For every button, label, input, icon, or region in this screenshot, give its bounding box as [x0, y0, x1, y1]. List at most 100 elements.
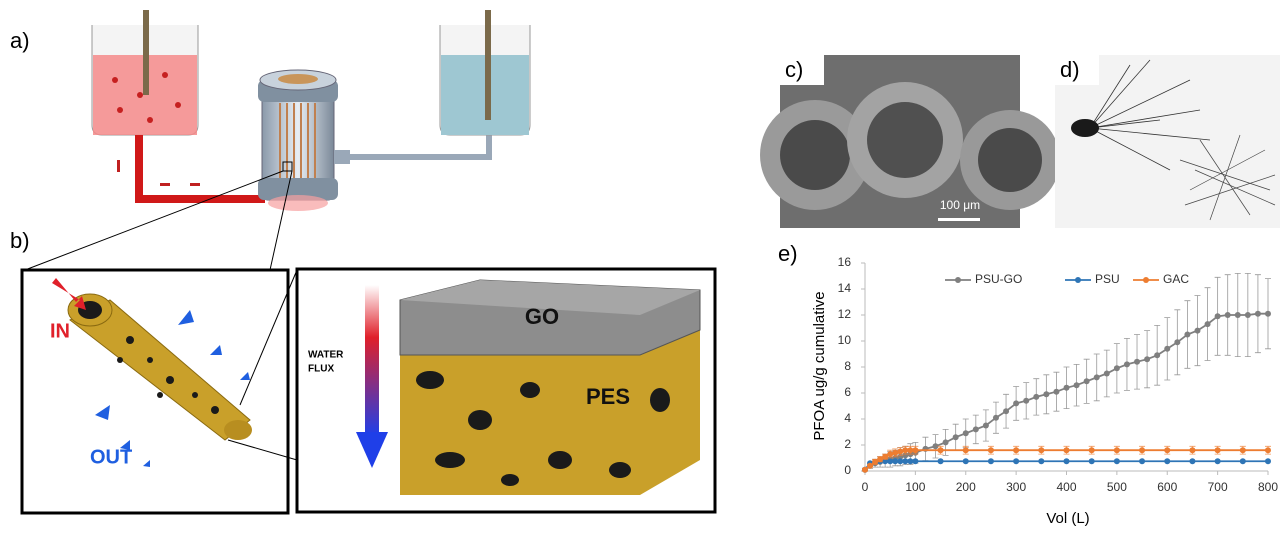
scale-bar-label: 100 μm [940, 198, 980, 212]
marker [953, 434, 959, 440]
marker [963, 430, 969, 436]
legend-label: PSU [1095, 272, 1120, 286]
panel-label: d) [1060, 57, 1080, 82]
marker [983, 423, 989, 429]
marker [1089, 458, 1095, 464]
marker [1033, 394, 1039, 400]
y-tick-label: 16 [838, 255, 852, 269]
go-label: GO [525, 304, 559, 329]
figure: a) b) IN OUT [0, 0, 1282, 530]
marker [912, 458, 918, 464]
marker [1134, 359, 1140, 365]
x-tick-label: 200 [956, 480, 976, 494]
marker [1164, 346, 1170, 352]
x-tick-label: 400 [1056, 480, 1076, 494]
reactor-schematic [25, 10, 530, 270]
marker [938, 447, 944, 453]
marker [973, 426, 979, 432]
marker [1114, 447, 1120, 453]
marker [1003, 408, 1009, 414]
fiber-box [22, 270, 288, 513]
marker [862, 467, 868, 473]
marker [1139, 458, 1145, 464]
in-label: IN [50, 320, 70, 342]
marker [1245, 312, 1251, 318]
y-tick-label: 0 [844, 463, 851, 477]
panel-label: a) [10, 28, 30, 53]
marker [1144, 356, 1150, 362]
x-tick-label: 500 [1107, 480, 1127, 494]
marker [1225, 312, 1231, 318]
y-tick-label: 10 [838, 333, 852, 347]
marker [1013, 400, 1019, 406]
marker [993, 415, 999, 421]
x-tick-label: 300 [1006, 480, 1026, 494]
marker [1205, 321, 1211, 327]
legend-label: GAC [1163, 272, 1189, 286]
y-tick-label: 4 [844, 411, 851, 425]
marker [1114, 365, 1120, 371]
marker [1053, 389, 1059, 395]
marker [1139, 447, 1145, 453]
legend-marker [1143, 277, 1149, 283]
marker [1013, 458, 1019, 464]
panel-label: c) [785, 57, 803, 82]
marker [1265, 458, 1271, 464]
marker [1265, 311, 1271, 317]
marker [892, 450, 898, 456]
legend-marker [1075, 277, 1081, 283]
chart: Vol (L) PFOA ug/g cumulative 02468101214… [811, 255, 1278, 527]
marker [1215, 447, 1221, 453]
marker [1164, 458, 1170, 464]
out-label: OUT [90, 446, 132, 468]
marker [867, 463, 873, 469]
marker [1104, 371, 1110, 377]
marker [988, 458, 994, 464]
marker [1114, 458, 1120, 464]
marker [1255, 311, 1261, 317]
marker [1064, 458, 1070, 464]
marker [1124, 361, 1130, 367]
marker [988, 447, 994, 453]
flux-arrow [365, 285, 379, 435]
marker [1189, 447, 1195, 453]
x-axis-label: Vol (L) [1046, 510, 1089, 527]
x-tick-label: 800 [1258, 480, 1278, 494]
marker [912, 447, 918, 453]
y-tick-label: 2 [844, 437, 851, 451]
marker [1184, 332, 1190, 338]
marker [1043, 391, 1049, 397]
marker [938, 458, 944, 464]
x-tick-label: 100 [905, 480, 925, 494]
marker [963, 458, 969, 464]
marker [1038, 458, 1044, 464]
marker [1189, 458, 1195, 464]
marker [1194, 328, 1200, 334]
x-tick-label: 0 [862, 480, 869, 494]
marker [1164, 447, 1170, 453]
flux-label: FLUX [308, 364, 334, 375]
marker [1235, 312, 1241, 318]
marker [1240, 447, 1246, 453]
legend-label: PSU-GO [975, 272, 1022, 286]
y-tick-label: 14 [838, 281, 852, 295]
marker [1265, 447, 1271, 453]
y-tick-label: 8 [844, 359, 851, 373]
marker [1154, 352, 1160, 358]
marker [943, 439, 949, 445]
x-tick-label: 600 [1157, 480, 1177, 494]
panel-label: b) [10, 228, 30, 253]
marker [1240, 458, 1246, 464]
marker [1064, 385, 1070, 391]
marker [1074, 382, 1080, 388]
marker [1215, 458, 1221, 464]
marker [1084, 378, 1090, 384]
marker [1215, 313, 1221, 319]
marker [897, 449, 903, 455]
marker [1064, 447, 1070, 453]
marker [887, 451, 893, 457]
y-tick-label: 6 [844, 385, 851, 399]
marker [1023, 398, 1029, 404]
y-tick-label: 12 [838, 307, 852, 321]
marker [1174, 339, 1180, 345]
